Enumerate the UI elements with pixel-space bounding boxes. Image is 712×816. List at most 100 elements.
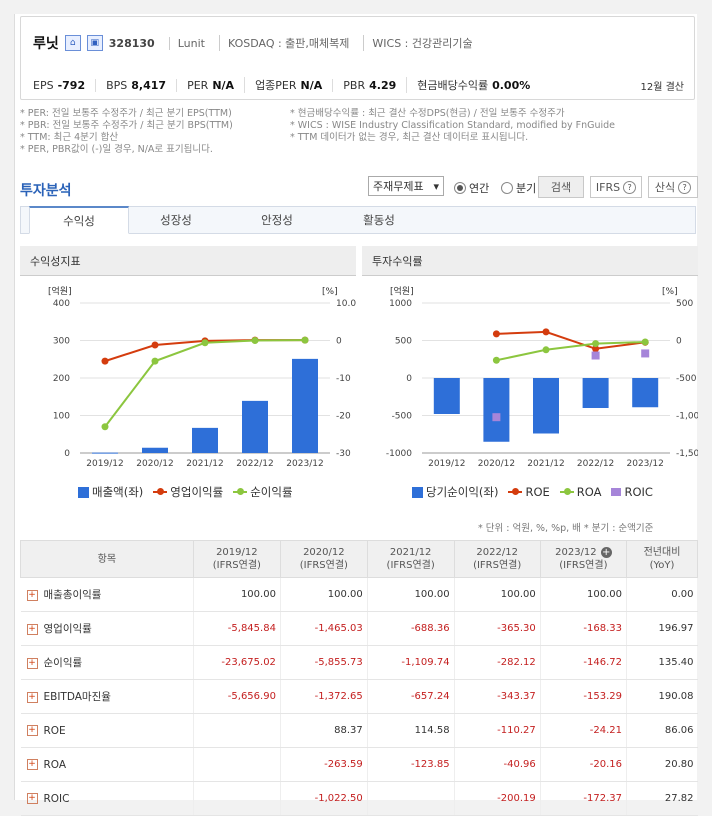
formula-button[interactable]: 산식? [648, 176, 698, 198]
english-name: Lunit [168, 36, 213, 50]
right-tick-label: -10 [336, 374, 351, 384]
tab-activity[interactable]: 활동성 [363, 213, 395, 227]
chart2-panel-title: 투자수익률 [362, 246, 698, 276]
header-col-period: 2023/12 [555, 547, 597, 558]
note-na: * PER, PBR값이 (-)일 경우, N/A로 표기됩니다. [20, 144, 213, 155]
expand-icon[interactable]: + [26, 589, 38, 601]
market-sector: KOSDAQ : 출판,매체복제 [218, 35, 357, 51]
header-col-2019: 2019/12 (IFRS연결) [192, 540, 281, 578]
x-tick-label: 2023/12 [286, 459, 323, 469]
header-col-2020: 2020/12 (IFRS연결) [279, 540, 368, 578]
expand-icon[interactable]: + [26, 623, 38, 635]
table-cell: -110.27 [453, 713, 541, 748]
table-cell: 100.00 [192, 577, 281, 612]
row-label[interactable]: + EBITDA마진율 [20, 679, 194, 714]
expand-icon[interactable]: + [26, 725, 38, 736]
chart-bar [142, 447, 168, 453]
stat-industry-per: 업종PER N/A [244, 77, 332, 93]
expand-icon[interactable]: + [26, 759, 38, 770]
table-row: + ROA -263.59 -123.85 -40.96 -20.16 20.80 [20, 747, 698, 782]
help-icon: ? [678, 180, 692, 194]
row-label[interactable]: + 영업이익률 [20, 611, 194, 646]
wics-sector: WICS : 건강관리기술 [363, 35, 480, 51]
settlement-month: 12월 결산 [640, 81, 684, 93]
series-line [496, 330, 646, 350]
expand-icon[interactable]: + [26, 793, 38, 804]
header-col-basis: (IFRS연결) [559, 560, 608, 571]
note-wics: * WICS : WISE Industry Classification St… [290, 120, 616, 131]
section-title: 투자분석 [20, 183, 72, 199]
expand-icon[interactable]: + [26, 657, 38, 669]
right-tick-label: -500 [676, 374, 697, 384]
row-label[interactable]: + 순이익률 [20, 645, 194, 680]
tab-growth[interactable]: 성장성 [160, 213, 192, 227]
series-point [542, 346, 550, 354]
series-line [496, 341, 646, 362]
legend-net-income-label: 당기순이익(좌) [426, 485, 499, 499]
row-label-text: ROIC [43, 792, 70, 805]
bookmark-icon[interactable]: ▣ [86, 35, 103, 51]
statement-select[interactable]: 주재무제표 ▾ [368, 176, 444, 196]
x-tick-label: 2020/12 [478, 459, 515, 469]
table-cell: 86.06 [626, 713, 698, 748]
company-name[interactable]: 루닛 [33, 36, 59, 52]
radio-annual[interactable]: 연간 [454, 180, 489, 196]
table-row: + 영업이익률 -5,845.84 -1,465.03 -688.36 -365.30 -1… [20, 611, 698, 646]
investment-return-chart: [억원] [%] 1000 500 0 -500 -1000 500 0 -500 -1,000 -1… [386, 285, 698, 469]
table-cell: 100.00 [279, 577, 368, 612]
series-point [592, 340, 600, 348]
legend-line-swatch [508, 488, 523, 495]
row-label-text: ROA [43, 758, 67, 771]
home-icon[interactable]: ⌂ [64, 35, 81, 51]
radio-quarter[interactable]: 분기 [501, 180, 536, 196]
left-tick-label: -500 [392, 412, 413, 422]
row-label[interactable]: + ROE [20, 713, 194, 748]
legend-net-income: 당기순이익(좌) [412, 484, 498, 500]
note-pbr: * PBR: 전일 보통주 수정주가 / 최근 분기 BPS(TTM) [20, 120, 233, 131]
search-button[interactable]: 검색 [538, 176, 584, 198]
header-col-basis: (IFRS연결) [299, 560, 348, 571]
table-cell: 196.97 [626, 611, 698, 646]
series-line [104, 339, 306, 428]
legend-roe: ROE [508, 485, 550, 499]
row-label[interactable]: + 매출총이익률 [20, 577, 194, 612]
table-cell [192, 781, 281, 816]
legend-line-swatch [233, 488, 248, 495]
ifrs-button[interactable]: IFRS? [590, 176, 642, 198]
legend-roic: ROIC [611, 485, 653, 499]
series-point [251, 337, 259, 344]
row-label[interactable]: + ROA [20, 747, 194, 782]
ifrs-label: IFRS [595, 180, 621, 194]
tab-stability[interactable]: 안정성 [261, 213, 293, 227]
legend-line-swatch [153, 488, 168, 495]
header-col-yoy-label: 전년대비 [643, 547, 681, 558]
series-point [101, 357, 109, 365]
left-tick-label: 400 [53, 299, 70, 309]
radio-annual-dot [454, 182, 466, 194]
table-cell: -153.29 [539, 679, 627, 714]
expand-icon[interactable]: + [26, 691, 38, 703]
left-axis-unit: [억원] [48, 285, 72, 297]
header-col-period: 2019/12 [216, 547, 258, 558]
legend-roa: ROA [559, 485, 601, 499]
chart-bar [632, 378, 659, 408]
table-cell: -1,022.50 [279, 781, 368, 816]
row-label[interactable]: + ROIC [20, 781, 194, 816]
tab-profitability[interactable]: 수익성 [29, 206, 129, 234]
series-point [101, 423, 109, 431]
series-marker [492, 413, 501, 422]
row-label-text: ROE [43, 724, 66, 737]
stat-bps: BPS 8,417 [95, 78, 176, 92]
stat-pbr: PBR 4.29 [332, 78, 406, 92]
right-tick-label: -1,000 [676, 412, 698, 422]
left-tick-label: 500 [395, 337, 412, 347]
chart-bar [483, 378, 510, 442]
legend-bar-swatch [412, 486, 423, 498]
add-column-icon[interactable]: + [600, 546, 612, 558]
stat-dividend-yield: 현금배당수익률 0.00% [406, 77, 540, 93]
right-tick-label: 500 [676, 299, 693, 309]
table-cell: 0.00 [626, 577, 698, 612]
radio-annual-label: 연간 [469, 182, 490, 195]
chart2-legend: 당기순이익(좌) ROE ROA ROIC [412, 484, 653, 500]
table-row: + EBITDA마진율 -5,656.90 -1,372.65 -657.24 -343.… [20, 679, 698, 714]
